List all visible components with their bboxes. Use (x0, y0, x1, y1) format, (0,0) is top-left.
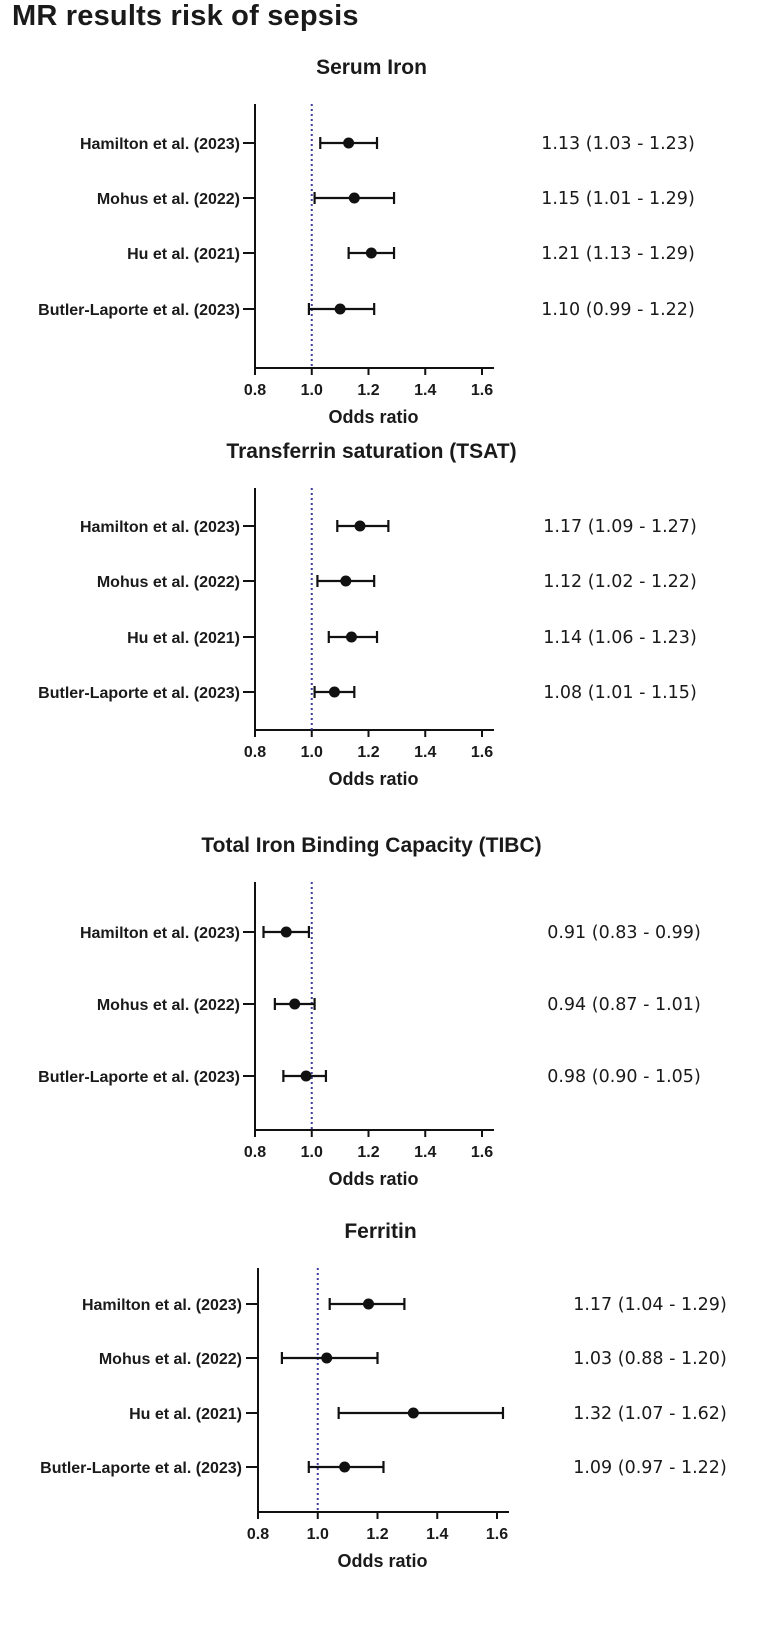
study-label: Hamilton et al. (2023) (80, 925, 240, 942)
x-tick-label: 0.8 (244, 382, 266, 399)
ci-value-label: 1.32 (1.07 - 1.62) (573, 1404, 727, 1424)
panel-title: Transferrin saturation (TSAT) (226, 440, 516, 463)
tibc-panel: Total Iron Binding Capacity (TIBC) 0.8 1.0… (0, 826, 764, 1196)
x-tick-label: 1.6 (486, 1526, 508, 1543)
x-tick-label: 1.2 (366, 1526, 388, 1543)
x-tick-label: 1.2 (357, 744, 379, 761)
ci-value-label: 1.14 (1.06 - 1.23) (543, 628, 697, 648)
x-axis-label: Odds ratio (328, 407, 418, 427)
panel-title: Total Iron Binding Capacity (TIBC) (201, 834, 541, 857)
point-estimate (407, 1407, 419, 1419)
x-tick-label: 1.6 (471, 382, 493, 399)
study-label: Butler-Laporte et al. (2023) (38, 1069, 240, 1086)
x-tick-label: 1.0 (301, 1144, 323, 1161)
x-tick-label: 1.6 (471, 744, 493, 761)
x-tick-label: 1.4 (426, 1526, 448, 1543)
study-label: Butler-Laporte et al. (2023) (38, 685, 240, 702)
study-label: Butler-Laporte et al. (2023) (38, 302, 240, 319)
forest-plot-svg: Serum Iron 0.8 1.0 1.2 1.4 1.6 Odds ratio Hamil… (38, 56, 695, 427)
ci-value-label: 0.98 (0.90 - 1.05) (547, 1067, 701, 1087)
x-axis-label: Odds ratio (337, 1551, 427, 1571)
x-tick-label: 1.0 (301, 382, 323, 399)
ci-value-label: 1.09 (0.97 - 1.22) (573, 1458, 727, 1478)
point-estimate (340, 575, 352, 587)
point-estimate (280, 926, 292, 938)
study-label: Mohus et al. (2022) (97, 191, 240, 208)
study-label: Hu et al. (2021) (127, 630, 240, 647)
x-tick-label: 0.8 (247, 1526, 269, 1543)
study-label: Mohus et al. (2022) (97, 574, 240, 591)
x-tick-label: 1.0 (307, 1526, 329, 1543)
point-estimate (321, 1352, 333, 1364)
panel-title: Serum Iron (316, 56, 427, 79)
serum-iron-panel: Serum Iron 0.8 1.0 1.2 1.4 1.6 Odds ratio Hamil… (0, 48, 764, 427)
tsat-panel: Transferrin saturation (TSAT) 0.8 1.0 1.2 1.… (0, 432, 764, 804)
point-estimate (328, 686, 340, 698)
point-estimate (345, 631, 357, 643)
point-estimate (363, 1298, 375, 1310)
x-tick-label: 1.4 (414, 382, 436, 399)
point-estimate (348, 192, 360, 204)
ci-value-label: 1.12 (1.02 - 1.22) (543, 572, 697, 592)
point-estimate (365, 247, 377, 259)
forest-plot-svg: Ferritin 0.8 1.0 1.2 1.4 1.6 Odds ratio Hamilto… (40, 1220, 727, 1571)
panel-title: Ferritin (344, 1220, 416, 1243)
x-tick-label: 0.8 (244, 1144, 266, 1161)
ci-value-label: 1.17 (1.09 - 1.27) (543, 517, 697, 537)
study-label: Mohus et al. (2022) (99, 1351, 242, 1368)
ci-value-label: 0.94 (0.87 - 1.01) (547, 995, 701, 1015)
point-estimate (300, 1070, 312, 1082)
study-label: Hu et al. (2021) (127, 246, 240, 263)
ci-value-label: 1.10 (0.99 - 1.22) (541, 300, 695, 320)
point-estimate (354, 520, 366, 532)
ci-value-label: 1.15 (1.01 - 1.29) (541, 189, 695, 209)
ci-value-label: 1.08 (1.01 - 1.15) (543, 683, 697, 703)
point-estimate (334, 303, 346, 315)
ferritin-panel: Ferritin 0.8 1.0 1.2 1.4 1.6 Odds ratio Hamilto… (0, 1212, 764, 1628)
page-title: MR results risk of sepsis (12, 0, 359, 32)
x-tick-label: 1.2 (357, 1144, 379, 1161)
study-label: Hamilton et al. (2023) (80, 519, 240, 536)
x-tick-label: 1.4 (414, 1144, 436, 1161)
study-label: Mohus et al. (2022) (97, 997, 240, 1014)
forest-plot-svg: Transferrin saturation (TSAT) 0.8 1.0 1.2 1.… (38, 440, 697, 789)
ci-value-label: 0.91 (0.83 - 0.99) (547, 923, 701, 943)
x-tick-label: 0.8 (244, 744, 266, 761)
point-estimate (339, 1461, 351, 1473)
ci-value-label: 1.21 (1.13 - 1.29) (541, 244, 695, 264)
study-label: Butler-Laporte et al. (2023) (40, 1460, 242, 1477)
x-axis-label: Odds ratio (328, 769, 418, 789)
ci-value-label: 1.17 (1.04 - 1.29) (573, 1295, 727, 1315)
point-estimate (289, 998, 301, 1010)
study-label: Hamilton et al. (2023) (80, 136, 240, 153)
forest-plot-svg: Total Iron Binding Capacity (TIBC) 0.8 1.0… (38, 834, 701, 1189)
x-tick-label: 1.6 (471, 1144, 493, 1161)
x-axis-label: Odds ratio (328, 1169, 418, 1189)
x-tick-label: 1.2 (357, 382, 379, 399)
study-label: Hamilton et al. (2023) (82, 1297, 242, 1314)
x-tick-label: 1.0 (301, 744, 323, 761)
ci-value-label: 1.13 (1.03 - 1.23) (541, 134, 695, 154)
point-estimate (343, 137, 355, 149)
x-tick-label: 1.4 (414, 744, 436, 761)
ci-value-label: 1.03 (0.88 - 1.20) (573, 1349, 727, 1369)
study-label: Hu et al. (2021) (129, 1406, 242, 1423)
